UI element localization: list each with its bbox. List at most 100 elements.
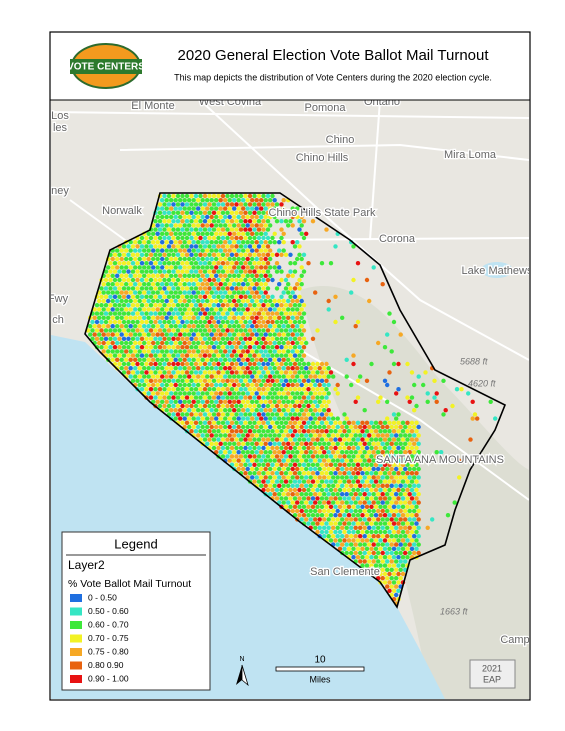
hexbin [261, 462, 266, 467]
hexbin [180, 252, 185, 257]
hexbin [115, 248, 120, 253]
hexbin [335, 391, 340, 396]
hexbin [209, 290, 214, 295]
hexbin [297, 294, 302, 299]
credit-year: 2021 [482, 663, 502, 673]
hexbin [200, 382, 205, 388]
hexbin [214, 324, 219, 329]
hexbin [175, 210, 181, 215]
hexbin [268, 265, 273, 270]
hexbin [286, 290, 291, 295]
hexbin [245, 324, 250, 329]
hexbin [409, 454, 415, 459]
hexbin [403, 441, 408, 446]
hexbin [268, 307, 273, 312]
hexbin [364, 521, 370, 526]
hexbin [281, 206, 286, 211]
hexbin [272, 307, 277, 312]
hexbin [369, 529, 374, 535]
hexbin [247, 370, 253, 375]
hexbin [229, 193, 235, 199]
hexbin [412, 542, 417, 547]
hexbin [144, 319, 149, 325]
hexbin [241, 214, 246, 220]
hexbin [412, 466, 417, 472]
hexbin [218, 366, 223, 371]
hexbin [160, 357, 165, 362]
hexbin [119, 256, 124, 262]
hexbin [252, 261, 257, 266]
hexbin [198, 252, 203, 257]
hexbin [153, 319, 158, 325]
elevation-label: 4620 ft [468, 378, 496, 388]
hexbin [142, 290, 147, 295]
place-label: Los [51, 110, 69, 122]
hexbin [389, 584, 394, 589]
hexbin [207, 370, 212, 375]
hexbin [180, 269, 185, 274]
hexbin [272, 324, 277, 329]
hexbin [229, 412, 235, 417]
hexbin [182, 248, 187, 253]
hexbin [178, 349, 183, 354]
hexbin [112, 353, 118, 358]
hexbin [400, 521, 406, 526]
hexbin [398, 559, 403, 564]
hexbin [153, 395, 158, 400]
hexbin [241, 349, 246, 354]
hexbin [391, 429, 397, 434]
hexbin [369, 429, 374, 434]
hexbin [238, 462, 244, 467]
hexbin [373, 462, 379, 467]
hexbin [353, 441, 358, 446]
hexbin [308, 458, 313, 463]
hexbin [198, 235, 203, 241]
hexbin [385, 433, 390, 438]
hexbin [234, 319, 239, 325]
hexbin [272, 382, 277, 388]
hexbin [209, 206, 214, 211]
hexbin [193, 269, 199, 274]
hexbin [175, 244, 181, 249]
hexbin [346, 546, 352, 551]
hexbin [378, 521, 383, 526]
hexbin [288, 303, 293, 308]
hexbin [225, 252, 230, 257]
hexbin [241, 315, 246, 320]
hexbin [202, 277, 208, 283]
hexbin [220, 244, 226, 249]
hexbin [142, 282, 147, 287]
hexbin [328, 487, 334, 493]
hexbin [322, 458, 327, 463]
hexbin [292, 504, 298, 509]
hexbin [175, 269, 181, 274]
place-label: Chino [326, 134, 355, 146]
hexbin [268, 324, 273, 329]
hexbin [259, 458, 264, 463]
hexbin [144, 252, 149, 257]
hexbin [223, 357, 228, 362]
hexbin [160, 315, 165, 320]
hexbin [211, 378, 217, 383]
hexbin [191, 324, 196, 329]
hexbin [353, 542, 358, 547]
hexbin [153, 387, 158, 392]
hexbin [362, 500, 367, 505]
hexbin [160, 307, 165, 312]
hexbin [205, 332, 210, 337]
hexbin [178, 416, 183, 421]
hexbin [191, 399, 196, 404]
hexbin [202, 227, 208, 232]
hexbin [313, 424, 318, 430]
hexbin [265, 353, 271, 358]
hexbin [349, 517, 354, 522]
hexbin [274, 269, 280, 274]
hexbin [187, 206, 192, 211]
hexbin [317, 391, 322, 396]
hexbin [283, 395, 289, 400]
hexbin [398, 332, 403, 337]
hexbin [106, 265, 111, 270]
hexbin [238, 261, 244, 266]
hexbin [315, 437, 320, 442]
hexbin [256, 462, 262, 467]
